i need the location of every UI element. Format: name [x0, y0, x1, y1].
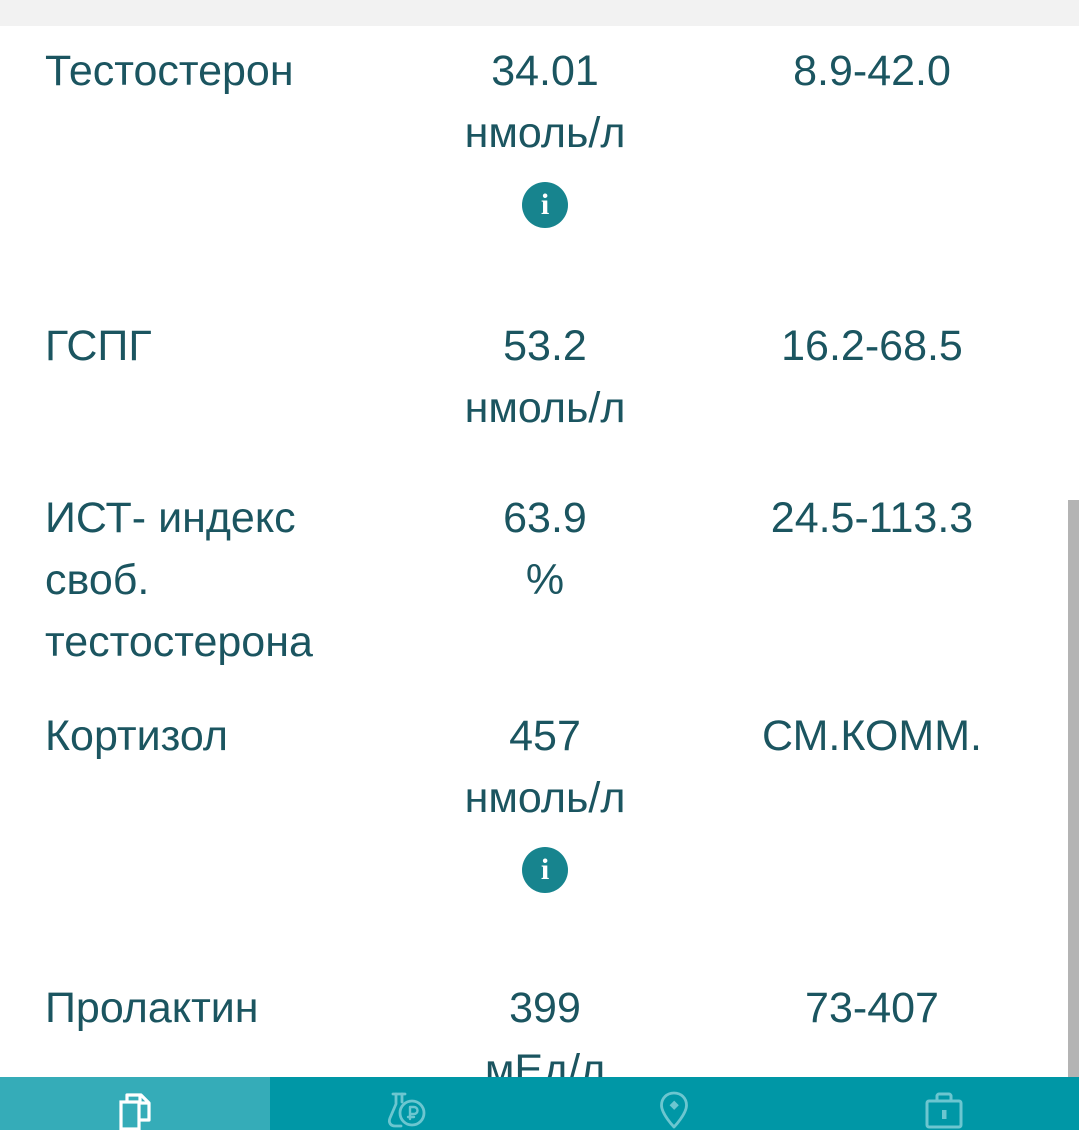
test-value: 53.2	[503, 322, 587, 370]
list-top-divider	[0, 0, 1079, 26]
nav-tab-prices[interactable]	[270, 1077, 540, 1130]
test-value: 457	[509, 712, 581, 760]
test-value: 63.9	[503, 494, 587, 542]
result-row-prolactin[interactable]: Пролактин 399 мЕд/л 73-407	[45, 977, 1059, 1101]
test-value-cell: 63.9 %	[405, 487, 685, 611]
reference-range: 73-407	[805, 984, 939, 1032]
reference-range: 16.2-68.5	[781, 322, 963, 370]
test-name: Кортизол	[45, 712, 228, 760]
result-row-cortisol[interactable]: Кортизол 457 нмоль/л i СМ.КОММ.	[45, 705, 1059, 893]
test-unit: %	[525, 556, 565, 604]
test-value-cell: 53.2 нмоль/л	[405, 315, 685, 439]
lab-prices-icon	[381, 1086, 429, 1130]
result-row-free-testosterone-index[interactable]: ИСТ- индекс своб. тестостерона 63.9 % 24…	[45, 487, 1059, 673]
nav-tab-results[interactable]	[0, 1077, 270, 1130]
result-row-shbg[interactable]: ГСПГ 53.2 нмоль/л 16.2-68.5	[45, 315, 1059, 439]
test-unit: нмоль/л	[464, 384, 626, 432]
briefcase-icon	[920, 1086, 968, 1130]
info-icon[interactable]: i	[522, 182, 568, 228]
test-name: Пролактин	[45, 984, 259, 1032]
reference-range: СМ.КОММ.	[762, 712, 982, 760]
nav-tab-services[interactable]	[809, 1077, 1079, 1130]
test-name: ИСТ- индекс своб. тестостерона	[45, 494, 313, 666]
location-pin-icon	[650, 1086, 698, 1130]
bottom-nav-bar	[0, 1077, 1079, 1130]
documents-icon	[111, 1086, 159, 1130]
test-name: ГСПГ	[45, 322, 152, 370]
scrollbar-thumb[interactable]	[1068, 500, 1079, 1077]
test-value-cell: 34.01 нмоль/л i	[405, 40, 685, 228]
test-value: 34.01	[491, 47, 599, 95]
test-value: 399	[509, 984, 581, 1032]
nav-tab-locations[interactable]	[540, 1077, 810, 1130]
reference-range: 8.9-42.0	[793, 47, 951, 95]
result-row-testosterone[interactable]: Тестостерон 34.01 нмоль/л i 8.9-42.0	[45, 40, 1059, 228]
test-unit: нмоль/л	[464, 109, 626, 157]
test-unit: нмоль/л	[464, 774, 626, 822]
lab-results-list: Тестостерон 34.01 нмоль/л i 8.9-42.0 ГСП…	[0, 26, 1079, 1101]
info-icon[interactable]: i	[522, 847, 568, 893]
reference-range: 24.5-113.3	[770, 494, 974, 542]
test-name: Тестостерон	[45, 47, 294, 95]
test-value-cell: 457 нмоль/л i	[405, 705, 685, 893]
